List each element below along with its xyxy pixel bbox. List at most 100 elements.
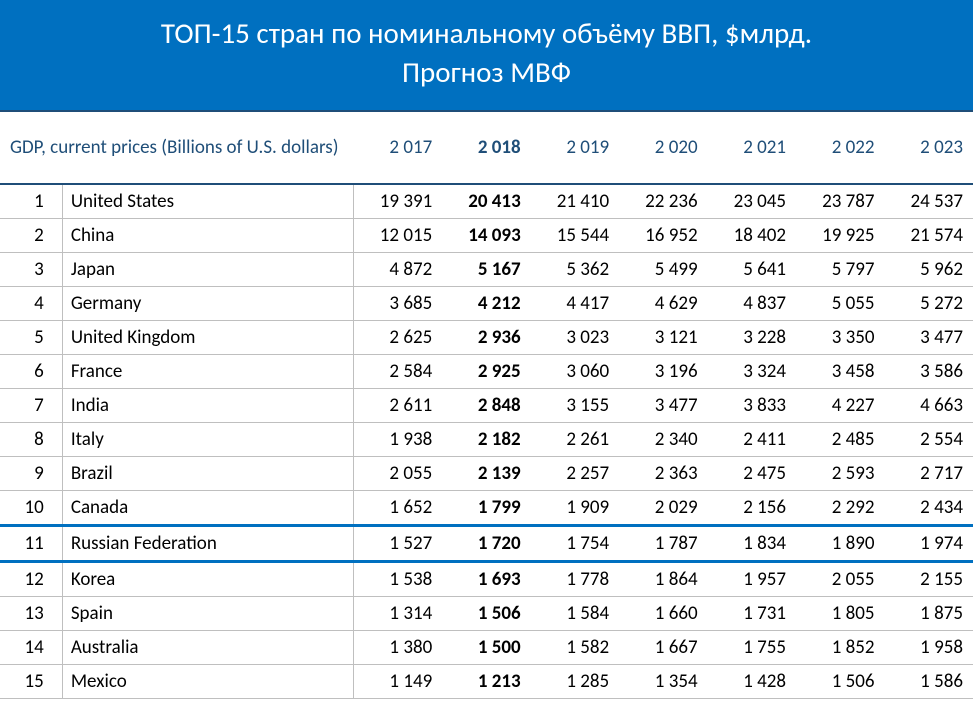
value-cell: 3 458 [796, 355, 884, 389]
rank-cell: 13 [0, 597, 62, 631]
value-cell: 3 685 [354, 287, 442, 321]
country-cell: Canada [62, 491, 353, 526]
value-cell: 1 731 [708, 597, 796, 631]
table-row: 4Germany3 6854 2124 4174 6294 8375 0555 … [0, 287, 973, 321]
value-cell: 1 314 [354, 597, 442, 631]
value-cell: 2 936 [442, 321, 530, 355]
value-cell: 1 778 [531, 562, 619, 597]
value-cell: 2 182 [442, 423, 530, 457]
table-body: 1United States19 39120 41321 41022 23623… [0, 184, 973, 699]
value-cell: 1 875 [885, 597, 973, 631]
table-row: 15Mexico1 1491 2131 2851 3541 4281 5061 … [0, 665, 973, 699]
value-cell: 1 660 [619, 597, 707, 631]
value-cell: 4 227 [796, 389, 884, 423]
rank-cell: 6 [0, 355, 62, 389]
value-cell: 1 787 [619, 526, 707, 562]
value-cell: 1 586 [885, 665, 973, 699]
value-cell: 1 958 [885, 631, 973, 665]
value-cell: 5 499 [619, 253, 707, 287]
value-cell: 2 029 [619, 491, 707, 526]
country-cell: Russian Federation [62, 526, 353, 562]
value-cell: 1 720 [442, 526, 530, 562]
value-cell: 3 121 [619, 321, 707, 355]
value-cell: 1 506 [442, 597, 530, 631]
value-cell: 2 485 [796, 423, 884, 457]
gdp-table: GDP, current prices (Billions of U.S. do… [0, 112, 973, 699]
year-header: 2 021 [708, 112, 796, 184]
value-cell: 1 667 [619, 631, 707, 665]
value-cell: 2 055 [796, 562, 884, 597]
value-cell: 5 962 [885, 253, 973, 287]
value-cell: 1 582 [531, 631, 619, 665]
rank-cell: 4 [0, 287, 62, 321]
value-cell: 4 663 [885, 389, 973, 423]
value-cell: 2 055 [354, 457, 442, 491]
value-cell: 23 787 [796, 184, 884, 219]
value-cell: 1 652 [354, 491, 442, 526]
country-cell: Korea [62, 562, 353, 597]
value-cell: 1 538 [354, 562, 442, 597]
value-cell: 2 139 [442, 457, 530, 491]
table-row: 5United Kingdom2 6252 9363 0233 1213 228… [0, 321, 973, 355]
country-cell: Germany [62, 287, 353, 321]
value-cell: 4 629 [619, 287, 707, 321]
table-row: 1United States19 39120 41321 41022 23623… [0, 184, 973, 219]
value-cell: 22 236 [619, 184, 707, 219]
value-cell: 2 363 [619, 457, 707, 491]
value-cell: 1 974 [885, 526, 973, 562]
gdp-table-container: GDP, current prices (Billions of U.S. do… [0, 112, 973, 699]
rank-cell: 9 [0, 457, 62, 491]
value-cell: 19 925 [796, 219, 884, 253]
country-cell: Japan [62, 253, 353, 287]
value-cell: 12 015 [354, 219, 442, 253]
value-cell: 1 354 [619, 665, 707, 699]
value-cell: 2 475 [708, 457, 796, 491]
year-header: 2 020 [619, 112, 707, 184]
value-cell: 2 611 [354, 389, 442, 423]
value-cell: 21 410 [531, 184, 619, 219]
year-header: 2 018 [442, 112, 530, 184]
value-cell: 1 380 [354, 631, 442, 665]
value-cell: 2 261 [531, 423, 619, 457]
table-row: 11Russian Federation1 5271 7201 7541 787… [0, 526, 973, 562]
rank-cell: 7 [0, 389, 62, 423]
value-cell: 5 272 [885, 287, 973, 321]
value-cell: 3 196 [619, 355, 707, 389]
value-cell: 1 957 [708, 562, 796, 597]
value-cell: 2 292 [796, 491, 884, 526]
value-cell: 15 544 [531, 219, 619, 253]
value-cell: 20 413 [442, 184, 530, 219]
value-cell: 2 340 [619, 423, 707, 457]
value-cell: 23 045 [708, 184, 796, 219]
year-header: 2 022 [796, 112, 884, 184]
table-row: 8Italy1 9382 1822 2612 3402 4112 4852 55… [0, 423, 973, 457]
table-row: 2China12 01514 09315 54416 95218 40219 9… [0, 219, 973, 253]
value-cell: 5 797 [796, 253, 884, 287]
value-cell: 3 477 [885, 321, 973, 355]
value-cell: 3 060 [531, 355, 619, 389]
table-row: 6France2 5842 9253 0603 1963 3243 4583 5… [0, 355, 973, 389]
value-cell: 1 149 [354, 665, 442, 699]
rank-cell: 10 [0, 491, 62, 526]
table-row: 7India2 6112 8483 1553 4773 8334 2274 66… [0, 389, 973, 423]
value-cell: 1 909 [531, 491, 619, 526]
value-cell: 1 527 [354, 526, 442, 562]
year-header: 2 019 [531, 112, 619, 184]
value-cell: 2 411 [708, 423, 796, 457]
rank-cell: 5 [0, 321, 62, 355]
value-cell: 3 155 [531, 389, 619, 423]
value-cell: 1 852 [796, 631, 884, 665]
title-line-2: Прогноз МВФ [402, 54, 571, 90]
value-cell: 2 554 [885, 423, 973, 457]
value-cell: 1 864 [619, 562, 707, 597]
country-cell: Brazil [62, 457, 353, 491]
value-cell: 2 625 [354, 321, 442, 355]
rank-cell: 3 [0, 253, 62, 287]
value-cell: 2 257 [531, 457, 619, 491]
value-cell: 19 391 [354, 184, 442, 219]
country-cell: India [62, 389, 353, 423]
country-cell: Spain [62, 597, 353, 631]
value-cell: 1 506 [796, 665, 884, 699]
table-row: 3Japan4 8725 1675 3625 4995 6415 7975 96… [0, 253, 973, 287]
value-cell: 5 167 [442, 253, 530, 287]
